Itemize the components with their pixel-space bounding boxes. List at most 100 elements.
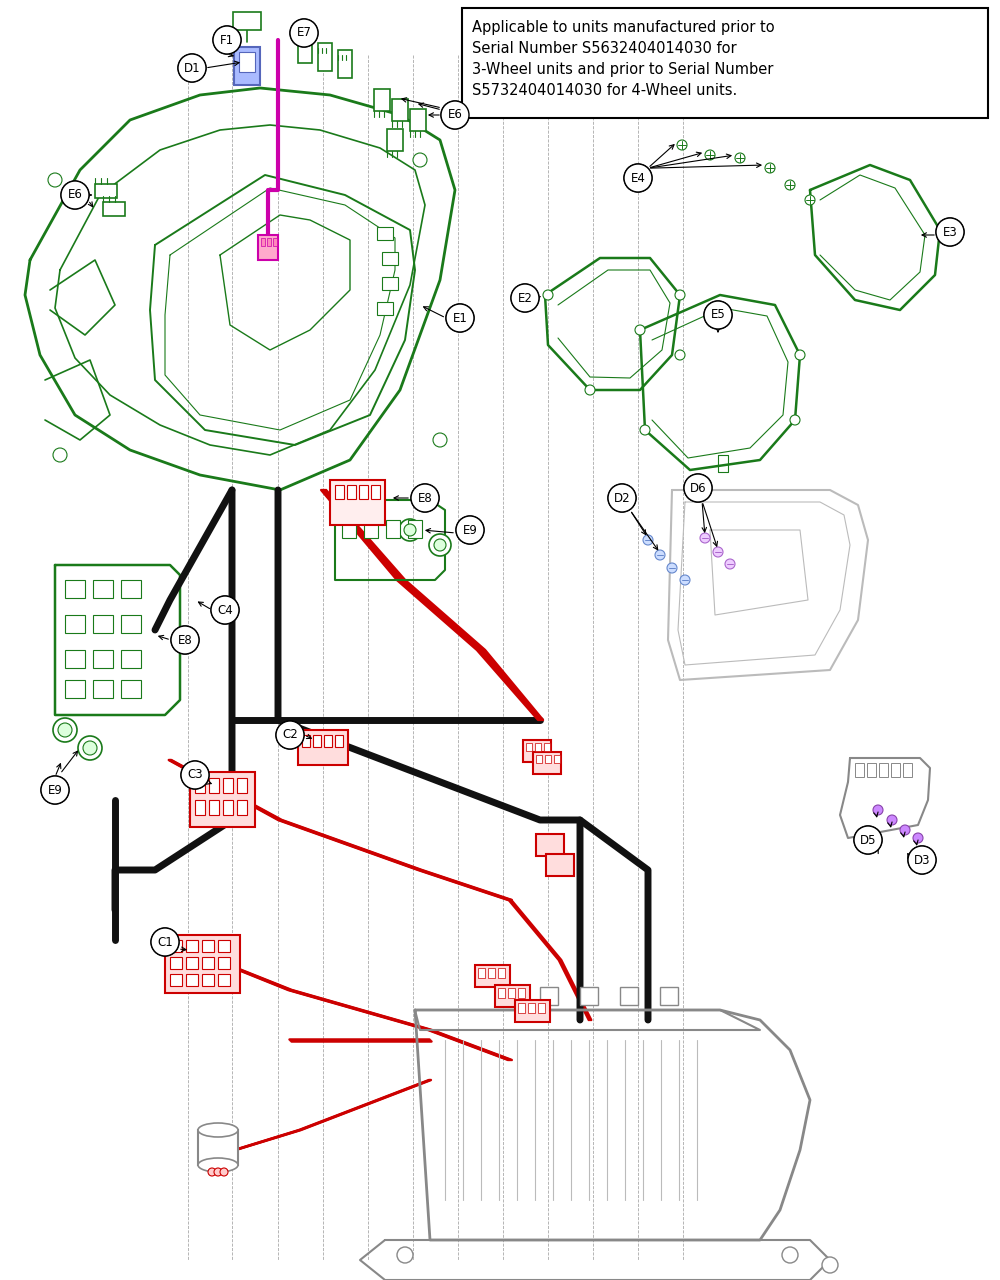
Bar xyxy=(261,238,265,246)
Bar xyxy=(223,800,233,815)
Bar xyxy=(330,480,385,525)
Text: E5: E5 xyxy=(711,308,725,321)
Circle shape xyxy=(399,518,421,541)
Circle shape xyxy=(873,805,883,815)
Circle shape xyxy=(735,154,745,163)
Text: E7: E7 xyxy=(297,27,311,40)
Bar xyxy=(234,47,260,84)
Circle shape xyxy=(805,195,815,205)
Bar xyxy=(508,988,515,998)
Circle shape xyxy=(680,575,690,585)
Text: D3: D3 xyxy=(914,854,930,867)
Circle shape xyxy=(543,291,553,300)
Circle shape xyxy=(700,532,710,543)
Bar xyxy=(580,987,598,1005)
Bar xyxy=(498,968,505,978)
Text: E8: E8 xyxy=(178,634,192,646)
Bar xyxy=(335,485,344,499)
Bar xyxy=(202,940,214,952)
Circle shape xyxy=(677,140,687,150)
Bar xyxy=(186,957,198,969)
Text: C3: C3 xyxy=(187,768,203,782)
Text: E9: E9 xyxy=(463,524,477,536)
Text: E6: E6 xyxy=(68,188,82,201)
Text: C3: C3 xyxy=(187,768,203,782)
Circle shape xyxy=(211,596,239,623)
Circle shape xyxy=(684,474,712,502)
Circle shape xyxy=(913,833,923,844)
Bar xyxy=(170,940,182,952)
Bar xyxy=(523,740,551,762)
Text: E5: E5 xyxy=(711,308,725,321)
Bar xyxy=(377,302,393,315)
Bar xyxy=(377,227,393,241)
Circle shape xyxy=(171,626,199,654)
Circle shape xyxy=(441,101,469,129)
Bar xyxy=(93,650,113,668)
Circle shape xyxy=(61,180,89,209)
Text: C2: C2 xyxy=(282,728,298,741)
Circle shape xyxy=(900,826,910,835)
Bar xyxy=(209,800,219,815)
Circle shape xyxy=(725,559,735,570)
Text: D3: D3 xyxy=(914,854,930,867)
Bar xyxy=(554,755,560,763)
Text: D1: D1 xyxy=(184,61,200,74)
Bar xyxy=(660,987,678,1005)
Circle shape xyxy=(214,1167,222,1176)
Ellipse shape xyxy=(198,1123,238,1137)
Circle shape xyxy=(58,723,72,737)
Bar xyxy=(198,1130,238,1165)
Circle shape xyxy=(705,150,715,160)
Circle shape xyxy=(41,776,69,804)
Text: E9: E9 xyxy=(48,783,62,796)
Text: E2: E2 xyxy=(518,292,532,305)
Bar xyxy=(313,735,321,748)
Text: C1: C1 xyxy=(157,936,173,948)
Text: F1: F1 xyxy=(220,33,234,46)
Text: E4: E4 xyxy=(631,172,645,184)
Bar xyxy=(170,957,182,969)
Circle shape xyxy=(433,433,447,447)
Circle shape xyxy=(181,762,209,788)
Bar xyxy=(237,800,247,815)
Bar xyxy=(903,763,912,777)
Bar xyxy=(223,778,233,794)
Bar xyxy=(544,742,550,751)
Circle shape xyxy=(276,721,304,749)
Bar xyxy=(488,968,495,978)
Circle shape xyxy=(61,180,89,209)
Bar xyxy=(237,778,247,794)
Text: D5: D5 xyxy=(860,833,876,846)
Bar xyxy=(195,800,205,815)
Bar xyxy=(382,252,398,265)
Text: C2: C2 xyxy=(282,728,298,741)
Bar xyxy=(273,238,277,246)
Bar xyxy=(855,763,864,777)
Bar xyxy=(536,835,564,856)
Bar xyxy=(233,12,261,29)
Bar xyxy=(879,763,888,777)
Bar xyxy=(620,987,638,1005)
Circle shape xyxy=(822,1257,838,1274)
Circle shape xyxy=(83,741,97,755)
Circle shape xyxy=(208,1167,216,1176)
Text: D2: D2 xyxy=(614,492,630,504)
Circle shape xyxy=(585,385,595,396)
Circle shape xyxy=(151,928,179,956)
Text: D1: D1 xyxy=(184,61,200,74)
Bar xyxy=(267,238,271,246)
Bar xyxy=(93,680,113,698)
Bar xyxy=(462,8,988,118)
Text: E6: E6 xyxy=(448,109,462,122)
Circle shape xyxy=(78,736,102,760)
Circle shape xyxy=(213,26,241,54)
Circle shape xyxy=(908,846,936,874)
Circle shape xyxy=(290,19,318,47)
Circle shape xyxy=(704,301,732,329)
Circle shape xyxy=(290,19,318,47)
Circle shape xyxy=(213,26,241,54)
Text: E3: E3 xyxy=(943,225,957,238)
Bar xyxy=(533,751,561,774)
Bar xyxy=(121,614,141,634)
